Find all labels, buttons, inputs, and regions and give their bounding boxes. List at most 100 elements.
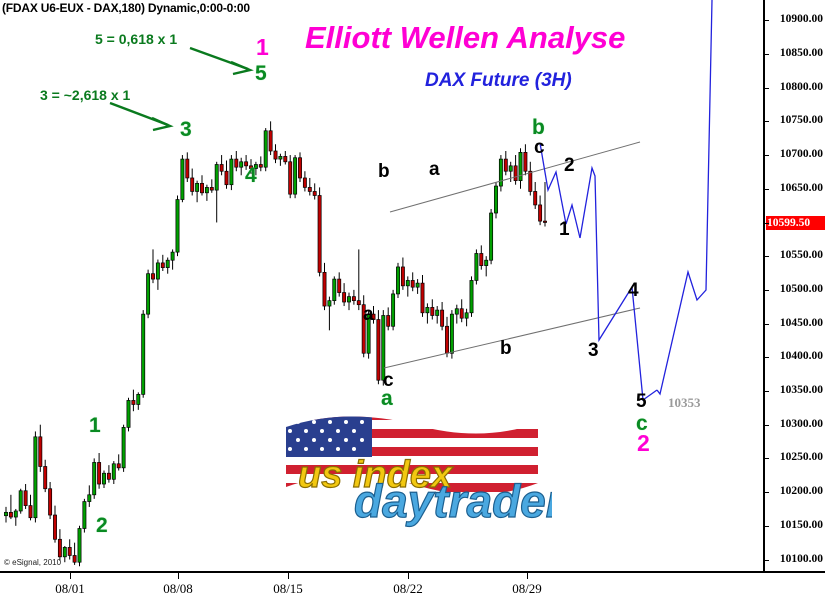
candle-body-up: [92, 462, 97, 496]
candle-body-up: [494, 185, 498, 214]
wave-label-magenta-2: 2: [637, 430, 650, 456]
candle-body-up: [347, 296, 351, 303]
candle-body-down: [386, 315, 391, 327]
price-tick: [765, 256, 769, 258]
candle-body-down: [116, 463, 121, 469]
logo-text-daytrader: daytrader: [354, 475, 552, 527]
wave-label-proj-1: 1: [559, 219, 570, 240]
candle-body-down: [234, 158, 239, 168]
candle-body-down: [97, 462, 102, 485]
candle-body-down: [57, 538, 62, 558]
price-tick: [765, 53, 769, 55]
candle-body-up: [121, 427, 126, 469]
candle-body-down: [43, 466, 48, 490]
price-tick: [765, 357, 769, 359]
price-tick: [765, 20, 769, 22]
candle-body-up: [33, 436, 38, 519]
projection-path: [539, 0, 713, 402]
candle-body-down: [160, 262, 165, 268]
arrow-head-wave5: [230, 60, 254, 76]
candle-body-down: [67, 547, 72, 556]
candle-body-down: [273, 150, 278, 160]
candle-body-up: [381, 315, 386, 381]
price-axis[interactable]: 10900.00 10850.00 10800.00 10750.00 10700.00…: [765, 0, 825, 573]
candle-body-down: [48, 488, 53, 516]
candle-body-down: [528, 170, 533, 192]
candle-body-up: [449, 313, 454, 354]
candle-body-down: [219, 164, 224, 172]
candle-body-up: [498, 158, 503, 187]
candle-body-up: [18, 490, 23, 512]
candle-body-down: [72, 555, 77, 563]
wave-label-green-5: 5: [255, 62, 267, 85]
date-tick-label: 08/15: [273, 581, 303, 596]
candle-body-down: [302, 177, 307, 188]
candle-body-down: [283, 156, 288, 163]
price-tick: [765, 155, 769, 157]
candle-body-up: [415, 282, 420, 288]
candle-body-up: [464, 312, 469, 319]
candle-body-up: [508, 165, 513, 172]
logo-text-us-index: us index: [298, 454, 454, 496]
candle-body-up: [77, 528, 82, 563]
wave-label-green-b: b: [532, 116, 545, 139]
candle-body-down: [200, 183, 204, 194]
date-tick: [408, 573, 409, 579]
price-tick: [765, 87, 769, 89]
candle-body-up: [484, 259, 489, 266]
date-tick-label: 08/08: [163, 581, 193, 596]
candle-body-down: [151, 273, 155, 280]
price-tick-label: 10350.00: [779, 383, 823, 396]
symbol-header: (FDAX U6-EUX - DAX,180) Dynamic,0:00-0:0…: [2, 1, 250, 15]
page-subtitle: DAX Future (3H): [425, 70, 572, 91]
candle-body-down: [312, 191, 317, 196]
candle-body-up: [405, 280, 410, 287]
candle-body-down: [356, 300, 361, 306]
candle-body-up: [165, 259, 170, 268]
candle-body-down: [538, 204, 543, 222]
candle-body-down: [317, 195, 322, 273]
candle-body-down: [224, 170, 229, 186]
plot-area: (FDAX U6-EUX - DAX,180) Dynamic,0:00-0:0…: [0, 0, 765, 573]
trendlines: [383, 141, 641, 369]
wave-label-c-top: c: [534, 137, 545, 158]
candle-body-down: [430, 307, 435, 316]
price-tick: [765, 559, 769, 561]
candle-body-down: [322, 271, 327, 307]
candle-body-down: [131, 400, 136, 405]
candle-body-down: [258, 164, 263, 168]
arrow-head-wave3: [151, 116, 174, 132]
candle-body-down: [513, 165, 518, 182]
date-axis[interactable]: 08/01 08/08 08/15 08/22 08/29: [0, 573, 825, 605]
candle-body-up: [62, 547, 67, 558]
candle-body-up: [146, 273, 151, 315]
date-tick: [288, 573, 289, 579]
price-tick: [765, 424, 769, 426]
candle-body-down: [543, 220, 547, 223]
candle-body-up: [278, 156, 283, 160]
candle-body-down: [342, 292, 347, 303]
projection-segment-rally: [656, 0, 713, 396]
candle-body-up: [204, 187, 209, 194]
candle-body-up: [263, 130, 268, 168]
candle-body-down: [244, 161, 249, 167]
wave-label-green-1: 1: [89, 414, 101, 437]
date-tick-label: 08/29: [512, 581, 542, 596]
candle-body-up: [102, 472, 106, 485]
candle-body-down: [53, 514, 57, 540]
candle-body-down: [440, 309, 445, 327]
candle-body-up: [13, 510, 18, 518]
price-tick-label: 10400.00: [779, 350, 823, 363]
candle-body-up: [425, 307, 430, 314]
candle-body-up: [469, 280, 474, 314]
wave-label-magenta-1: 1: [256, 34, 269, 60]
price-tick: [765, 323, 769, 325]
wave-label-a-low: a: [363, 304, 374, 325]
wave-label-green-3: 3: [180, 118, 192, 141]
price-tick-label: 10800.00: [779, 80, 823, 93]
page-title: Elliott Wellen Analyse: [305, 20, 626, 55]
price-tick-label: 10250.00: [779, 451, 823, 464]
price-tick-label: 10900.00: [779, 13, 823, 26]
date-tick: [178, 573, 179, 579]
wave-label-a-high: a: [429, 159, 440, 180]
